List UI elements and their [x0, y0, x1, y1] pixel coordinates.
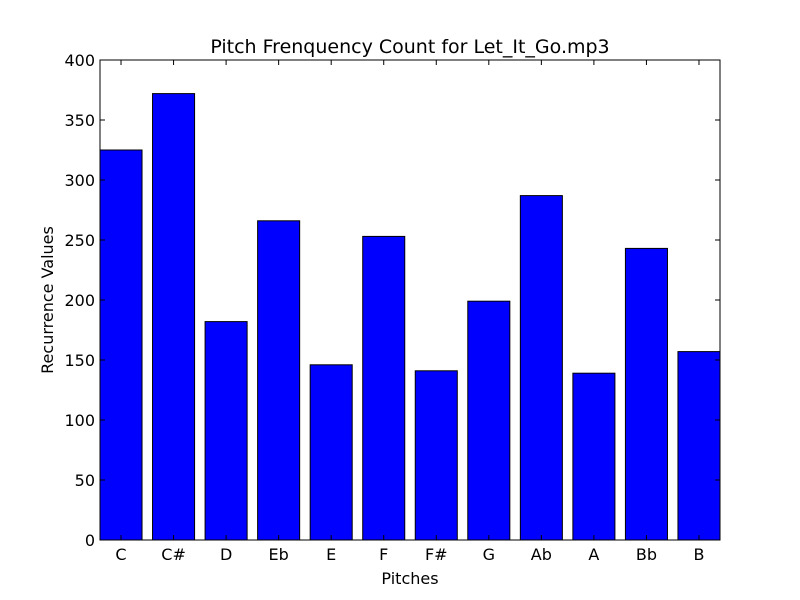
bar-d — [204, 321, 248, 541]
bar-c — [99, 149, 143, 541]
x-tick-group: C C# D Eb E F F# G Ab A Bb B — [115, 60, 704, 564]
chart-title: Pitch Frenquency Count for Let_It_Go.mp3 — [210, 36, 609, 58]
y-tick-label: 0 — [85, 531, 95, 550]
y-tick-label: 100 — [64, 411, 95, 430]
bar-f — [362, 235, 406, 541]
x-tick-label: A — [588, 545, 599, 564]
bar-g — [467, 300, 511, 541]
x-tick-label: E — [326, 545, 336, 564]
y-tick-label: 200 — [64, 291, 95, 310]
bar-eb — [257, 220, 301, 541]
bar-c-sharp — [152, 93, 196, 541]
bar-b — [677, 351, 721, 541]
y-tick-label: 400 — [64, 51, 95, 70]
x-tick-label: B — [693, 545, 704, 564]
x-axis-label: Pitches — [381, 569, 438, 588]
x-tick-label: Bb — [636, 545, 657, 564]
bar-bb — [624, 247, 668, 541]
y-tick-label: 250 — [64, 231, 95, 250]
y-tick-group: 0 50 100 150 200 250 300 350 400 — [64, 51, 720, 550]
bars-group — [99, 93, 721, 541]
bar-e — [309, 364, 353, 541]
x-tick-label: G — [483, 545, 495, 564]
y-tick-label: 350 — [64, 111, 95, 130]
y-tick-label: 150 — [64, 351, 95, 370]
plot-frame — [99, 59, 721, 541]
bar-f-sharp — [414, 370, 458, 541]
x-tick-label: D — [220, 545, 232, 564]
x-tick-label: F — [379, 545, 388, 564]
y-axis-label: Recurrence Values — [38, 226, 57, 374]
x-tick-label: Ab — [531, 545, 552, 564]
y-tick-label: 50 — [75, 471, 95, 490]
x-tick-label: C — [115, 545, 126, 564]
y-tick-label: 300 — [64, 171, 95, 190]
x-tick-label: F# — [425, 545, 448, 564]
bar-a — [572, 372, 616, 541]
bar-ab — [519, 195, 563, 541]
x-tick-label: C# — [161, 545, 186, 564]
x-tick-label: Eb — [269, 545, 289, 564]
